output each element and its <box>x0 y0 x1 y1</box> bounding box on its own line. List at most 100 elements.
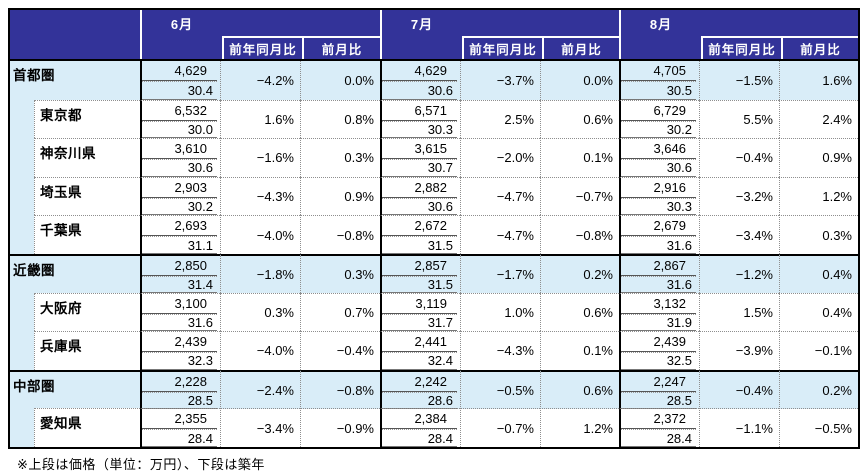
mom-value: 0.0% <box>540 61 619 100</box>
mom-value: 0.3% <box>779 215 858 254</box>
month-label-july: 7月 <box>410 17 434 32</box>
price-value: 3,119 <box>382 294 457 314</box>
table-row: 千葉県 2,693 31.1 −4.0% −0.8% 2,672 31.5 −4.7% −0.8… <box>10 215 858 254</box>
price-value: 2,372 <box>621 409 696 430</box>
yoy-value: −1.7% <box>460 253 540 293</box>
mom-value: 0.6% <box>540 292 619 332</box>
mom-column-header: 前月比 <box>542 38 619 59</box>
yoy-value: −4.0% <box>220 331 300 370</box>
yoy-value: −2.4% <box>220 369 300 409</box>
price-age-cell: 2,439 32.3 <box>140 331 220 370</box>
mom-value: 0.4% <box>779 253 858 293</box>
yoy-value: −1.1% <box>699 408 779 447</box>
yoy-value: −0.5% <box>460 369 540 409</box>
indent-strip <box>10 292 34 332</box>
age-value: 30.0 <box>142 120 217 139</box>
price-age-cell: 3,119 31.7 <box>380 292 460 332</box>
price-value: 4,629 <box>142 61 217 81</box>
price-age-cell: 3,132 31.9 <box>619 292 699 332</box>
age-value: 32.3 <box>142 352 217 370</box>
mom-value: −0.1% <box>779 331 858 370</box>
price-age-cell: 4,629 30.4 <box>140 61 220 100</box>
month-label-august: 8月 <box>649 17 673 32</box>
mom-value: 0.4% <box>779 292 858 332</box>
price-value: 2,384 <box>382 409 457 430</box>
prefecture-label: 埼玉県 <box>34 176 140 216</box>
indent-strip <box>10 176 34 216</box>
price-age-cell: 2,679 31.6 <box>619 215 699 254</box>
age-value: 30.2 <box>621 120 696 139</box>
mom-value: −0.5% <box>779 408 858 447</box>
price-value: 4,629 <box>382 61 457 81</box>
price-value: 2,672 <box>382 216 457 237</box>
price-value: 2,882 <box>382 178 457 198</box>
price-value: 2,850 <box>142 256 217 276</box>
indent-strip <box>10 408 34 447</box>
mom-value: 0.6% <box>540 369 619 409</box>
price-age-cell: 2,693 31.1 <box>140 215 220 254</box>
mom-value: −0.8% <box>300 215 380 254</box>
table-row: 中部圏 2,228 28.5 −2.4% −0.8% 2,242 28.6 −0.5% 0.6%… <box>10 369 858 409</box>
age-value: 30.6 <box>621 159 696 177</box>
table-row: 愛知県 2,355 28.4 −3.4% −0.9% 2,384 28.4 −0.7% 1.2%… <box>10 408 858 447</box>
age-value: 30.7 <box>382 159 457 177</box>
age-value: 30.6 <box>382 197 457 216</box>
price-age-cell: 2,441 32.4 <box>380 331 460 370</box>
table-row: 兵庫県 2,439 32.3 −4.0% −0.4% 2,441 32.4 −4.3% 0.1%… <box>10 331 858 370</box>
prefecture-label: 大阪府 <box>34 292 140 332</box>
table-row: 東京都 6,532 30.0 1.6% 0.8% 6,571 30.3 2.5% 0.6% 6,7… <box>10 99 858 139</box>
yoy-value: −1.8% <box>220 253 300 293</box>
price-age-cell: 3,615 30.7 <box>380 138 460 177</box>
price-value: 2,247 <box>621 372 696 392</box>
mom-value: −0.8% <box>300 369 380 409</box>
yoy-column-header: 前年同月比 <box>701 38 781 59</box>
age-value: 32.5 <box>621 352 696 370</box>
mom-value: 0.7% <box>300 292 380 332</box>
age-value: 31.6 <box>621 236 696 254</box>
price-value: 6,729 <box>621 101 696 121</box>
mom-value: 0.6% <box>540 99 619 139</box>
yoy-value: −2.0% <box>460 138 540 177</box>
yoy-value: −3.4% <box>220 408 300 447</box>
yoy-value: 5.5% <box>699 99 779 139</box>
price-age-cell: 2,857 31.5 <box>380 253 460 293</box>
price-value: 4,705 <box>621 61 696 81</box>
yoy-value: −1.6% <box>220 138 300 177</box>
table-row: 首都圏 4,629 30.4 −4.2% 0.0% 4,629 30.6 −3.7% 0.0% 4… <box>10 61 858 100</box>
age-value: 31.6 <box>621 275 696 293</box>
mom-value: 1.6% <box>779 61 858 100</box>
age-value: 30.4 <box>142 81 217 100</box>
mom-column-header: 前月比 <box>302 38 380 59</box>
price-age-cell: 3,610 30.6 <box>140 138 220 177</box>
price-value: 2,903 <box>142 178 217 198</box>
age-value: 30.5 <box>621 81 696 100</box>
yoy-value: −3.4% <box>699 215 779 254</box>
price-value: 2,242 <box>382 372 457 392</box>
age-value: 28.4 <box>382 429 457 447</box>
price-age-cell: 2,850 31.4 <box>140 253 220 293</box>
price-age-cell: 2,882 30.6 <box>380 176 460 216</box>
mom-value: 1.2% <box>779 176 858 216</box>
price-age-cell: 2,903 30.2 <box>140 176 220 216</box>
table-body: 首都圏 4,629 30.4 −4.2% 0.0% 4,629 30.6 −3.7% 0.0% 4… <box>10 59 858 447</box>
yoy-value: 1.5% <box>699 292 779 332</box>
yoy-value: −4.7% <box>460 215 540 254</box>
yoy-value: −4.2% <box>220 61 300 100</box>
subheader-box: 前年同月比 前月比 <box>701 36 858 59</box>
table-row: 埼玉県 2,903 30.2 −4.3% 0.9% 2,882 30.6 −4.7% −0.7%… <box>10 176 858 216</box>
age-value: 31.5 <box>382 236 457 254</box>
month-group-august: 8月 前年同月比 前月比 <box>619 10 858 59</box>
yoy-value: −1.2% <box>699 253 779 293</box>
price-value: 6,532 <box>142 101 217 121</box>
mom-value: 2.4% <box>779 99 858 139</box>
mom-column-header: 前月比 <box>781 38 858 59</box>
prefecture-label: 東京都 <box>34 99 140 139</box>
month-label-june: 6月 <box>170 17 194 32</box>
age-value: 30.2 <box>142 197 217 216</box>
mom-value: 0.0% <box>300 61 380 100</box>
header-corner-cell <box>10 10 140 59</box>
age-value: 31.5 <box>382 275 457 293</box>
mom-value: 1.2% <box>540 408 619 447</box>
price-age-cell: 6,729 30.2 <box>619 99 699 139</box>
region-label: 中部圏 <box>10 369 140 409</box>
